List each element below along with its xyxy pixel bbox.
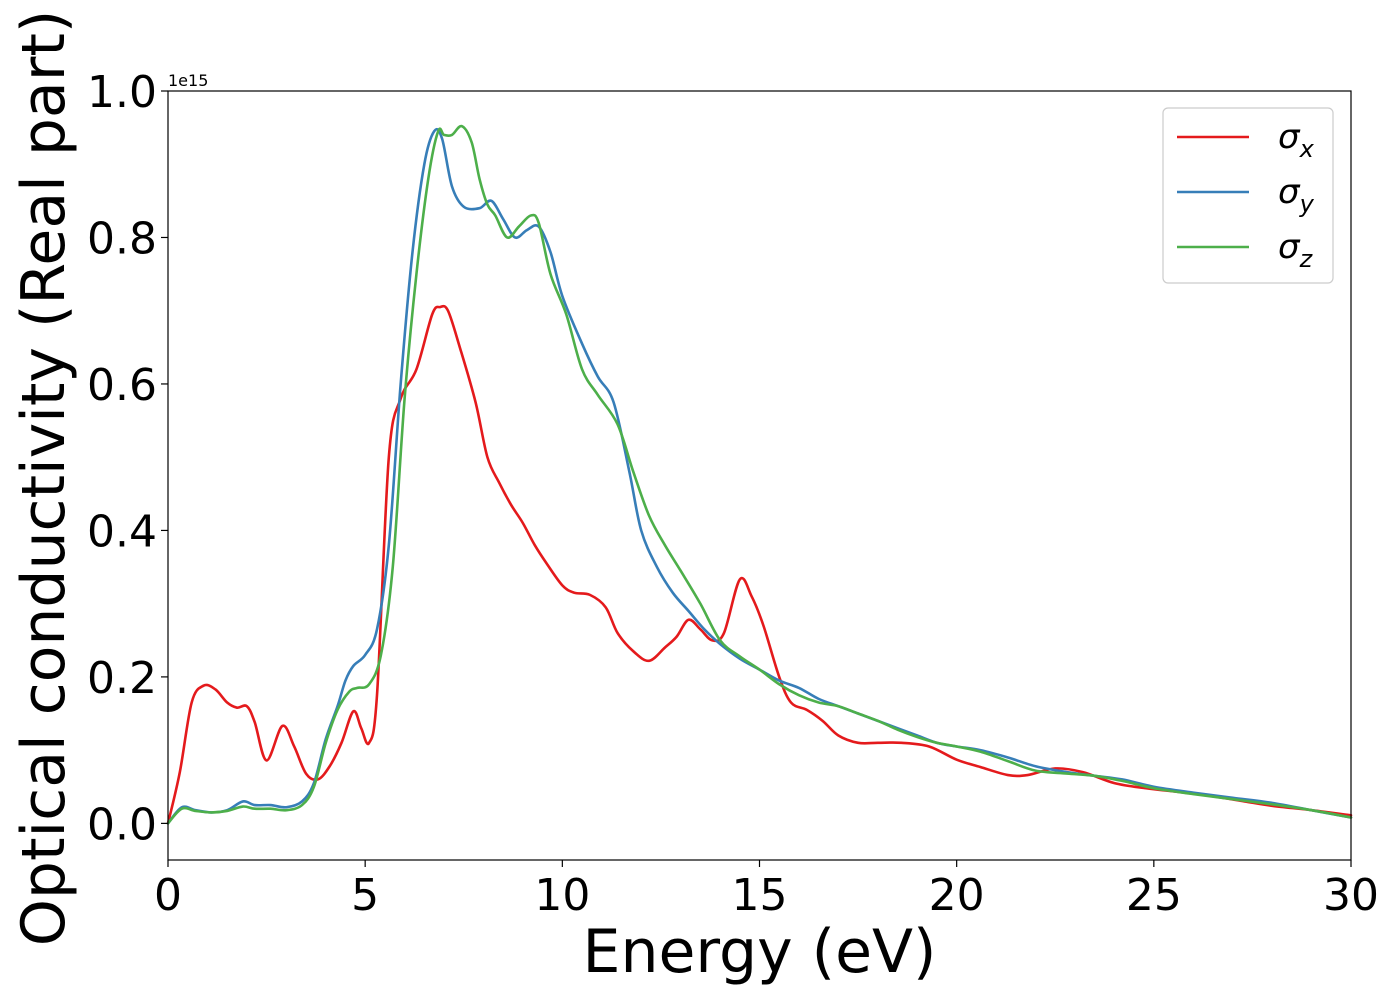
x-tick-label: 20 [929, 870, 985, 921]
x-axis-label: Energy (eV) [583, 917, 937, 987]
legend-label-base: σ [1278, 117, 1301, 157]
y-tick-label: 1.0 [87, 67, 157, 118]
legend-box [1162, 107, 1334, 284]
x-tick-label: 10 [534, 870, 590, 921]
y-tick-label: 0.0 [87, 799, 157, 850]
series-line-x [166, 304, 1353, 825]
x-tick-label: 25 [1126, 870, 1182, 921]
legend-label-subscript: z [1299, 245, 1314, 273]
x-tick-label: 15 [732, 870, 788, 921]
x-tick-label: 0 [154, 870, 182, 921]
y-tick-label: 0.6 [87, 360, 157, 411]
y-offset-text: 1e15 [168, 71, 208, 90]
series-line-z [166, 124, 1353, 825]
legend-label-base: σ [1278, 172, 1301, 212]
y-tick-label: 0.2 [87, 653, 157, 704]
legend-label-z: σz [1278, 227, 1314, 273]
legend-label-x: σx [1278, 117, 1315, 163]
x-tick-label: 30 [1323, 870, 1379, 921]
x-axis-ticks: 0 5 10 15 20 25 30 [154, 860, 1379, 921]
y-axis-ticks: 0.0 0.2 0.4 0.6 0.8 1.0 [87, 67, 168, 850]
y-axis-label: Optical conductivity (Real part) [9, 10, 79, 947]
legend-label-subscript: x [1299, 135, 1315, 163]
legend-label-base: σ [1278, 227, 1301, 267]
x-tick-label: 5 [351, 870, 379, 921]
series-layer [166, 124, 1353, 825]
legend-label-subscript: y [1299, 190, 1315, 218]
y-tick-label: 0.8 [87, 213, 157, 264]
legend-label-y: σy [1278, 172, 1315, 218]
y-tick-label: 0.4 [87, 506, 157, 557]
